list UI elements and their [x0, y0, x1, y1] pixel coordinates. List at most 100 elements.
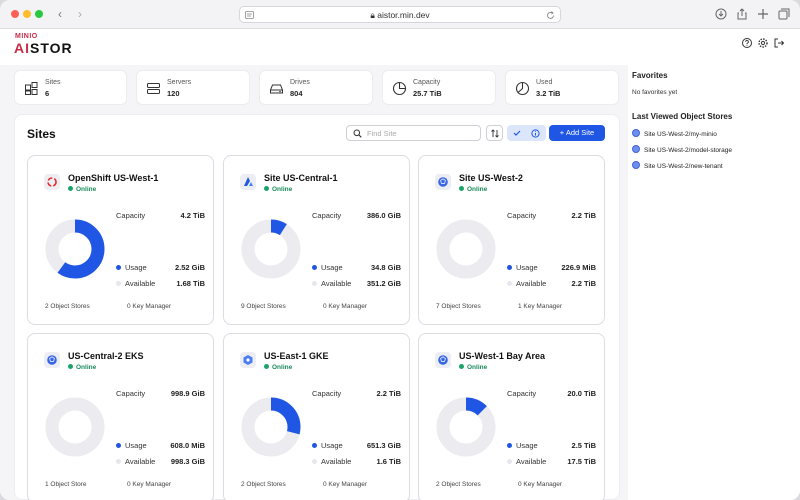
right-sidebar	[628, 65, 800, 500]
usage-donut-chart	[45, 397, 105, 457]
minimize-window-button[interactable]	[23, 10, 31, 18]
available-value: 351.2 GiB	[366, 279, 401, 288]
usage-donut-chart	[45, 219, 105, 279]
status-filter-toggle[interactable]	[507, 125, 546, 141]
object-stores-count: 2 Object Stores	[436, 481, 481, 488]
app-header: MINIO AISTOR	[0, 29, 800, 65]
url-value: aistor.min.dev	[377, 10, 430, 20]
usage-donut-chart	[241, 219, 301, 279]
available-label: Available	[311, 457, 352, 466]
settings-gear-icon[interactable]	[757, 37, 769, 49]
recent-object-store[interactable]: Site US-West-2/new-tenant	[632, 161, 723, 170]
capacity-value: 4.2 TiB	[180, 211, 205, 220]
object-stores-count: 1 Object Store	[45, 481, 87, 488]
url-text: 🔒︎ aistor.min.dev	[240, 10, 560, 21]
gke-icon	[240, 352, 256, 368]
site-name[interactable]: US-West-1 Bay Area	[459, 351, 546, 361]
available-label: Available	[115, 279, 156, 288]
stat-label: Drives	[290, 79, 310, 86]
usage-label: Usage	[507, 441, 538, 450]
site-name[interactable]: Site US-West-2	[459, 173, 523, 183]
logout-icon[interactable]	[773, 37, 785, 49]
available-value: 17.5 TiB	[567, 457, 596, 466]
stat-value: 25.7 TiB	[413, 89, 442, 98]
site-card[interactable]: OpenShift US-West-1 Online Capacity 4.2 TiB…	[27, 155, 214, 325]
donut-track	[436, 219, 496, 279]
site-card[interactable]: US-East-1 GKE Online Capacity 2.2 TiB Usage 6…	[223, 333, 410, 500]
capacity-value: 998.9 GiB	[170, 389, 205, 398]
stat-label: Servers	[167, 79, 192, 86]
capacity-value: 20.0 TiB	[567, 389, 596, 398]
sites-title: Sites	[27, 127, 56, 141]
help-icon[interactable]	[741, 37, 753, 49]
recent-object-store[interactable]: Site US-West-2/model-storage	[632, 145, 732, 154]
reload-icon[interactable]	[546, 11, 555, 20]
available-value: 1.68 TiB	[176, 279, 205, 288]
capacity-label: Capacity	[116, 389, 146, 398]
available-label: Available	[506, 279, 547, 288]
usage-value: 34.8 GiB	[370, 263, 401, 272]
logo-aistor[interactable]: AISTOR	[14, 40, 73, 56]
recent-object-store-label: Site US-West-2/model-storage	[644, 147, 733, 154]
kubernetes-icon	[435, 352, 451, 368]
capacity-label: Capacity	[507, 211, 537, 220]
forward-icon[interactable]: ›	[78, 7, 82, 21]
site-name[interactable]: OpenShift US-West-1	[68, 173, 159, 183]
lock-icon: 🔒︎	[370, 10, 378, 20]
site-status: Online	[264, 186, 292, 193]
tab-overview-icon[interactable]	[777, 7, 791, 21]
donut-track	[241, 219, 301, 279]
object-stores-count: 2 Object Stores	[241, 481, 286, 488]
usage-donut-chart	[436, 219, 496, 279]
favorites-empty-text: No favorites yet	[632, 89, 678, 96]
site-card[interactable]: Site US-West-2 Online Capacity 2.2 TiB Usage…	[418, 155, 605, 325]
stat-label: Capacity	[413, 79, 441, 86]
address-bar[interactable]: 🔒︎ aistor.min.dev	[239, 6, 561, 23]
site-card[interactable]: US-West-1 Bay Area Online Capacity 20.0 TiB…	[418, 333, 605, 500]
key-manager-count: 0 Key Manager	[127, 481, 172, 488]
key-manager-count: 0 Key Manager	[323, 481, 368, 488]
info-icon[interactable]	[531, 128, 540, 138]
new-tab-icon[interactable]	[756, 7, 770, 21]
site-card[interactable]: US-Central-2 EKS Online Capacity 998.9 GiB U…	[27, 333, 214, 500]
page-menu-icon[interactable]	[245, 11, 254, 19]
add-site-button[interactable]: + Add Site	[549, 125, 605, 141]
stat-value: 3.2 TiB	[536, 89, 561, 98]
download-icon[interactable]	[714, 7, 728, 21]
sort-button[interactable]	[486, 125, 503, 141]
site-card[interactable]: Site US-Central-1 Online Capacity 386.0 GiB…	[223, 155, 410, 325]
key-manager-count: 1 Key Manager	[518, 303, 563, 310]
search-placeholder: Find Site	[367, 129, 397, 138]
recent-object-store[interactable]: Site US-West-2/my-minio	[632, 129, 717, 138]
site-name[interactable]: US-Central-2 EKS	[68, 351, 144, 361]
stat-value: 120	[167, 89, 180, 98]
capacity-label: Capacity	[116, 211, 146, 220]
usage-value: 2.52 GiB	[174, 263, 205, 272]
check-icon[interactable]	[513, 129, 521, 137]
find-site-search[interactable]: Find Site	[346, 125, 481, 141]
available-value: 1.6 TiB	[376, 457, 401, 466]
site-name[interactable]: US-East-1 GKE	[264, 351, 329, 361]
object-store-icon	[632, 161, 640, 169]
capacity-label: Capacity	[312, 389, 342, 398]
maximize-window-button[interactable]	[35, 10, 43, 18]
close-window-button[interactable]	[11, 10, 19, 18]
kubernetes-icon	[435, 174, 451, 190]
site-name[interactable]: Site US-Central-1	[264, 173, 338, 183]
stat-used: Used 3.2 TiB	[505, 70, 619, 105]
recent-object-store-label: Site US-West-2/my-minio	[644, 131, 717, 138]
usage-value: 226.9 MiB	[561, 263, 596, 272]
usage-label: Usage	[116, 441, 147, 450]
usage-label: Usage	[116, 263, 147, 272]
object-stores-count: 9 Object Stores	[241, 303, 286, 310]
back-icon[interactable]: ‹	[58, 7, 62, 21]
key-manager-count: 0 Key Manager	[518, 481, 563, 488]
available-label: Available	[506, 457, 547, 466]
servers-icon	[147, 83, 160, 94]
azure-icon	[240, 174, 256, 190]
stat-sites: Sites 6	[14, 70, 127, 105]
capacity-value: 386.0 GiB	[366, 211, 401, 220]
share-icon[interactable]	[735, 7, 749, 21]
donut-track	[45, 397, 105, 457]
